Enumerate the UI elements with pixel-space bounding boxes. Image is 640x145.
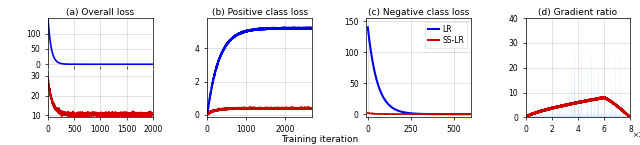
Text: $\times10^4$: $\times10^4$ — [632, 129, 640, 141]
Title: (a) Overall loss: (a) Overall loss — [67, 8, 134, 17]
Text: Training iteration: Training iteration — [282, 135, 358, 144]
Title: (d) Gradient ratio: (d) Gradient ratio — [538, 8, 618, 17]
Title: (c) Negative class loss: (c) Negative class loss — [368, 8, 469, 17]
Legend: LR, SS-LR: LR, SS-LR — [425, 22, 467, 48]
Title: (b) Positive class loss: (b) Positive class loss — [212, 8, 308, 17]
